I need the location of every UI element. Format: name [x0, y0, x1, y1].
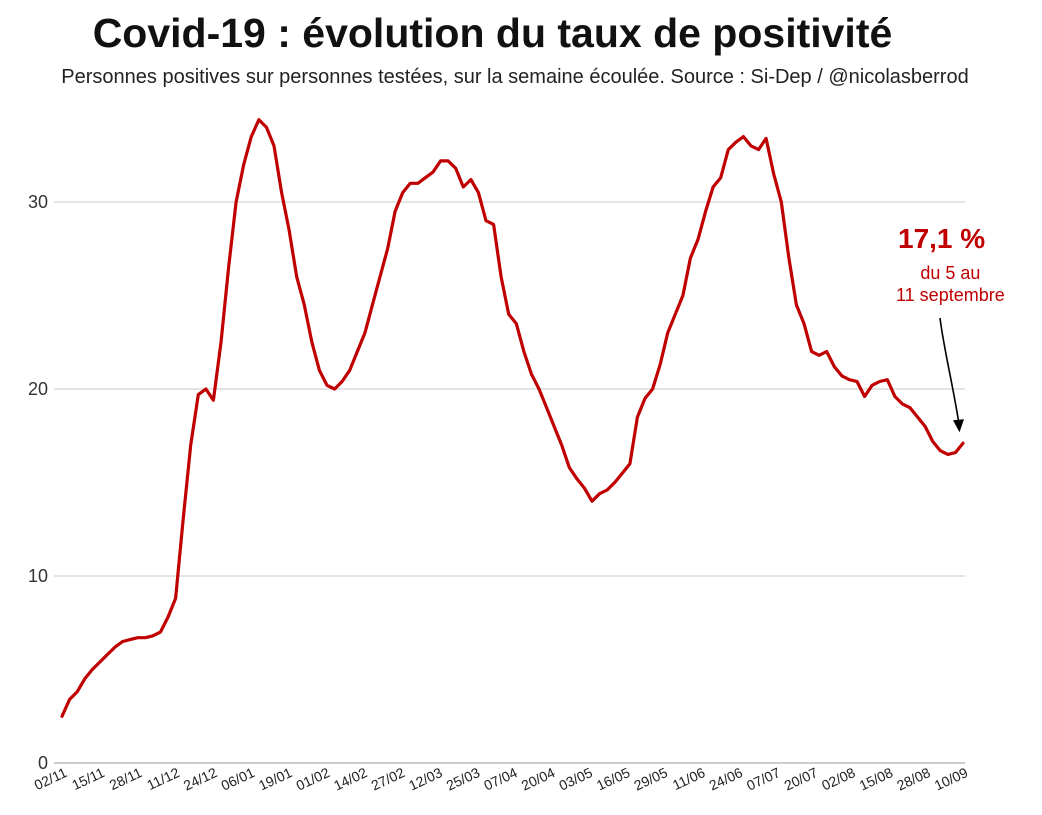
x-tick-label: 24/06 [706, 764, 745, 793]
x-tick-label: 12/03 [406, 764, 445, 793]
x-tick-label: 15/11 [69, 764, 107, 793]
annotation-period: du 5 au 11 septembre [896, 263, 1005, 305]
y-tick-label: 20 [28, 379, 48, 399]
x-tick-label: 10/09 [932, 764, 971, 793]
y-axis: 0 10 20 30 [28, 192, 48, 773]
x-tick-label: 27/02 [369, 764, 408, 793]
chart-subtitle: Personnes positives sur personnes testée… [61, 66, 969, 88]
x-tick-label: 15/08 [857, 764, 896, 793]
y-tick-label: 30 [28, 192, 48, 212]
x-tick-label: 02/08 [819, 764, 858, 793]
x-axis: 02/11 15/11 28/11 11/12 24/12 06/01 19/01 01/02… [32, 764, 971, 793]
x-tick-label: 16/05 [594, 764, 633, 793]
x-tick-label: 28/11 [107, 764, 145, 793]
x-tick-label: 11/06 [670, 764, 708, 793]
x-tick-label: 14/02 [331, 764, 370, 793]
x-tick-label: 07/04 [481, 764, 520, 793]
x-tick-label: 28/08 [894, 764, 933, 793]
x-tick-label: 20/07 [782, 764, 821, 793]
x-tick-label: 20/04 [519, 764, 558, 793]
x-tick-label: 07/07 [744, 764, 783, 793]
arrow-shaft [939, 317, 960, 425]
x-tick-label: 11/12 [144, 764, 182, 793]
x-tick-label: 19/01 [256, 764, 295, 793]
x-tick-label: 03/05 [556, 764, 595, 793]
x-tick-label: 25/03 [444, 764, 483, 793]
arrow-head [953, 419, 964, 433]
x-tick-label: 01/02 [294, 764, 333, 793]
annotation-arrow [939, 317, 964, 433]
grid-layer [54, 201, 965, 764]
annotation-value: 17,1 % [898, 223, 986, 254]
y-tick-label: 10 [28, 566, 48, 586]
x-tick-label: 29/05 [631, 764, 670, 793]
x-tick-label: 06/01 [218, 764, 257, 793]
x-tick-label: 24/12 [181, 764, 220, 793]
series-layer [60, 118, 965, 718]
chart-title: Covid-19 : évolution du taux de positivi… [92, 10, 893, 56]
y-tick-label: 0 [38, 753, 48, 773]
series-line [60, 118, 965, 718]
